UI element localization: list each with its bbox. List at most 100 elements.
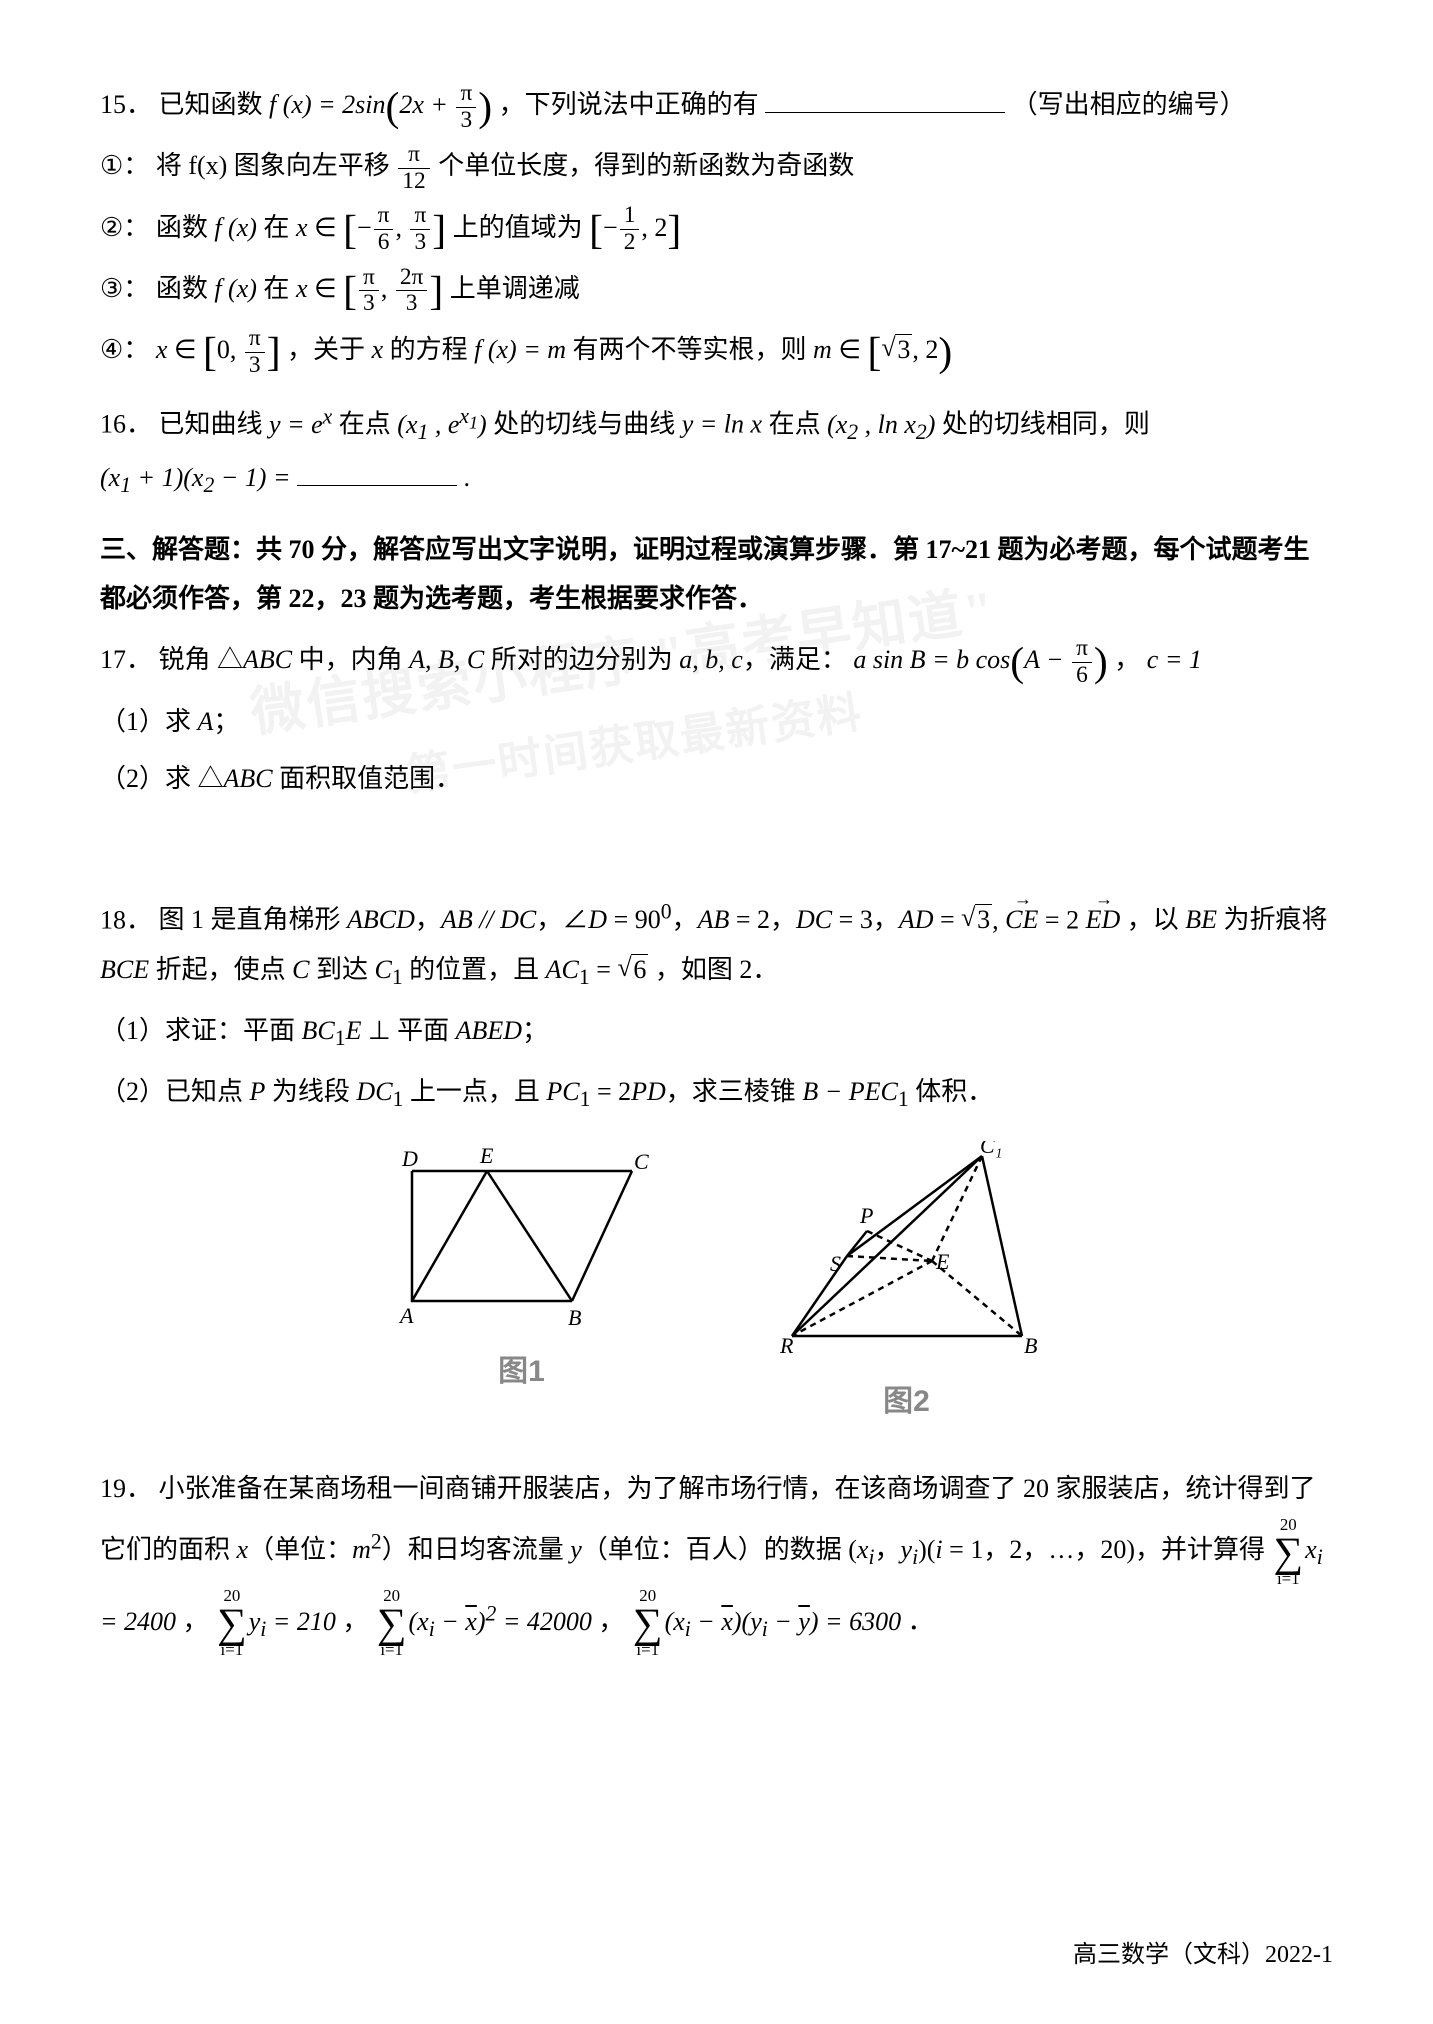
sep3: ， xyxy=(598,1607,624,1636)
rparen: ) xyxy=(478,84,492,130)
opt4-0: 0 xyxy=(217,335,230,364)
q15-opt4: ④： x ∈ [0, π3] ，关于 x 的方程 f (x) = m 有两个不等… xyxy=(100,325,1333,378)
q19-a: 小张准备在某商场租一间商铺开服装店，为了解市场行情，在该商场调查了 20 家服装… xyxy=(100,1474,1316,1565)
q17-rp: ) xyxy=(1094,639,1108,685)
opt4-in: ∈ xyxy=(174,335,203,364)
sep2: ， xyxy=(342,1607,368,1636)
q17-p1: （1）求 A； xyxy=(100,697,1333,746)
q19-sum3: 20∑i=1 xyxy=(377,1588,407,1659)
q18-d: ，如图 2． xyxy=(655,955,779,984)
q16-pt1: (x1 , ex1) xyxy=(397,410,486,439)
fig1-A: A xyxy=(398,1303,414,1328)
q17-frac: π6 xyxy=(1072,636,1092,688)
q15-arg: 2x + xyxy=(399,90,454,119)
q19-sum1: 20∑i=1 xyxy=(1273,1517,1303,1588)
q19-s4b: (xi − x)(yi − y) = 6300 xyxy=(665,1607,902,1636)
q16-eq1: y = ex xyxy=(269,410,332,439)
q15-mid: ，下列说法中正确的有 xyxy=(499,90,759,119)
q15-func: f (x) = 2sin xyxy=(269,90,385,119)
opt4-b: ，关于 x 的方程 f (x) = m 有两个不等实根，则 m ∈ xyxy=(287,335,867,364)
fig1-E: E xyxy=(479,1143,494,1168)
opt3-f2: 2π3 xyxy=(396,265,428,317)
figure-1-svg: D E C A B xyxy=(372,1141,672,1331)
page-footer: 高三数学（文科）2022-1 xyxy=(1073,1933,1333,1979)
opt2-f3: 12 xyxy=(620,203,640,255)
q19-num: 19． xyxy=(100,1474,152,1503)
figure-2-svg: C₁ P S E R B xyxy=(752,1141,1062,1361)
rbrack3: ] xyxy=(429,267,443,313)
fig1-C: C xyxy=(634,1149,649,1174)
q16-a: 已知曲线 xyxy=(159,410,270,439)
figure-1-block: D E C A B 图1 xyxy=(372,1141,672,1430)
fig1-B: B xyxy=(568,1305,581,1330)
section-3-header: 三、解答题：共 70 分，解答应写出文字说明，证明过程或演算步骤．第 17~21… xyxy=(100,525,1333,624)
fig2-P: P xyxy=(859,1203,873,1228)
q17-a: 锐角 △ABC 中，内角 A, B, C 所对的边分别为 a, b, c，满足： xyxy=(159,645,847,674)
q16-num: 16． xyxy=(100,410,152,439)
opt2-b: 上的值域为 xyxy=(453,213,590,242)
rparen5: ) xyxy=(938,329,952,375)
q17-lp: ( xyxy=(1010,639,1024,685)
opt2-rb: 2 xyxy=(654,213,667,242)
q17-num: 17． xyxy=(100,645,152,674)
opt1-frac: π12 xyxy=(398,142,429,194)
q15-blank xyxy=(765,87,1005,113)
q18-comma1: , xyxy=(992,905,1005,934)
q16-b: 在点 xyxy=(339,410,398,439)
q15-tail: （写出相应的编号） xyxy=(1012,90,1246,119)
lbrack3: [ xyxy=(343,267,357,313)
opt3-label: ③： xyxy=(100,264,149,313)
q15-opt2: ②： 函数 f (x) 在 x ∈ [−π6, π3] 上的值域为 [−12, … xyxy=(100,203,1333,256)
fig2-R: R xyxy=(779,1333,794,1358)
opt4-f1: π3 xyxy=(245,326,265,378)
q15-opt3: ③： 函数 f (x) 在 x ∈ [π3, 2π3] 上单调递减 xyxy=(100,264,1333,317)
q16-e: 处的切线相同，则 xyxy=(942,410,1150,439)
question-19: 19． 小张准备在某商场租一间商铺开服装店，为了解市场行情，在该商场调查了 20… xyxy=(100,1460,1333,1660)
opt4-sqrt: 3 xyxy=(881,325,912,374)
opt4-x: x xyxy=(156,335,168,364)
q16-blank xyxy=(297,460,457,486)
q15-frac: π3 xyxy=(456,81,476,133)
opt4-label: ④： xyxy=(100,325,149,374)
q18-vec-ed: ED xyxy=(1086,895,1121,944)
fig1-caption: 图1 xyxy=(372,1343,672,1400)
lbrack: [ xyxy=(343,206,357,252)
q18-a: 图 1 是直角梯形 ABCD，AB // DC，∠D = 900，AB = 2，… xyxy=(159,905,962,934)
q16-expr: (x1 + 1)(x2 − 1) = xyxy=(100,463,297,492)
opt2-label: ②： xyxy=(100,203,149,252)
fig2-C1: C₁ xyxy=(980,1141,1002,1158)
q19-sum4: 20∑i=1 xyxy=(633,1588,663,1659)
spacer-1 xyxy=(100,822,1333,892)
q18-num: 18． xyxy=(100,905,152,934)
opt3-b: 上单调递减 xyxy=(450,274,580,303)
q18-vec-ce: CE xyxy=(1005,895,1038,944)
figure-2-block: C₁ P S E R B 图2 xyxy=(752,1141,1062,1430)
opt3-a: 函数 f (x) 在 x ∈ xyxy=(156,274,343,303)
q15-num: 15． xyxy=(100,90,152,119)
opt2-a: 函数 f (x) 在 x ∈ xyxy=(156,213,343,242)
q17-eq: a sin B = b cos xyxy=(853,645,1010,674)
rbrack2: ] xyxy=(667,206,681,252)
opt2-f2: π3 xyxy=(410,203,430,255)
q15-opt1: ①： 将 f(x) 图象向左平移 π12 个单位长度，得到的新函数为奇函数 xyxy=(100,141,1333,194)
q18-p1: （1）求证：平面 BC1E ⊥ 平面 ABED； xyxy=(100,1006,1333,1059)
question-17: 17． 锐角 △ABC 中，内角 A, B, C 所对的边分别为 a, b, c… xyxy=(100,635,1333,803)
figures-row: D E C A B 图1 xyxy=(100,1141,1333,1430)
q18-eq: = 2 xyxy=(1045,905,1079,934)
lparen: ( xyxy=(386,84,400,130)
fig2-caption: 图2 xyxy=(752,1373,1062,1430)
lbrack5: [ xyxy=(867,329,881,375)
q18-sqrt6: 6 xyxy=(617,945,648,994)
opt4-2: 2 xyxy=(925,335,938,364)
question-15: 15． 已知函数 f (x) = 2sin(2x + π3) ，下列说法中正确的… xyxy=(100,80,1333,378)
q17-b: ， xyxy=(1114,645,1140,674)
opt2-f1: π6 xyxy=(374,203,394,255)
opt1-label: ①： xyxy=(100,141,149,190)
question-18: 18． 图 1 是直角梯形 ABCD，AB // DC，∠D = 900，AB … xyxy=(100,892,1333,1121)
q17-arg: A − xyxy=(1024,645,1070,674)
rbrack: ] xyxy=(432,206,446,252)
q16-d: 在点 xyxy=(769,410,828,439)
opt1-b: 个单位长度，得到的新函数为奇函数 xyxy=(438,151,854,180)
q16-c: 处的切线与曲线 xyxy=(493,410,682,439)
q16-eq2: y = ln x xyxy=(682,410,762,439)
